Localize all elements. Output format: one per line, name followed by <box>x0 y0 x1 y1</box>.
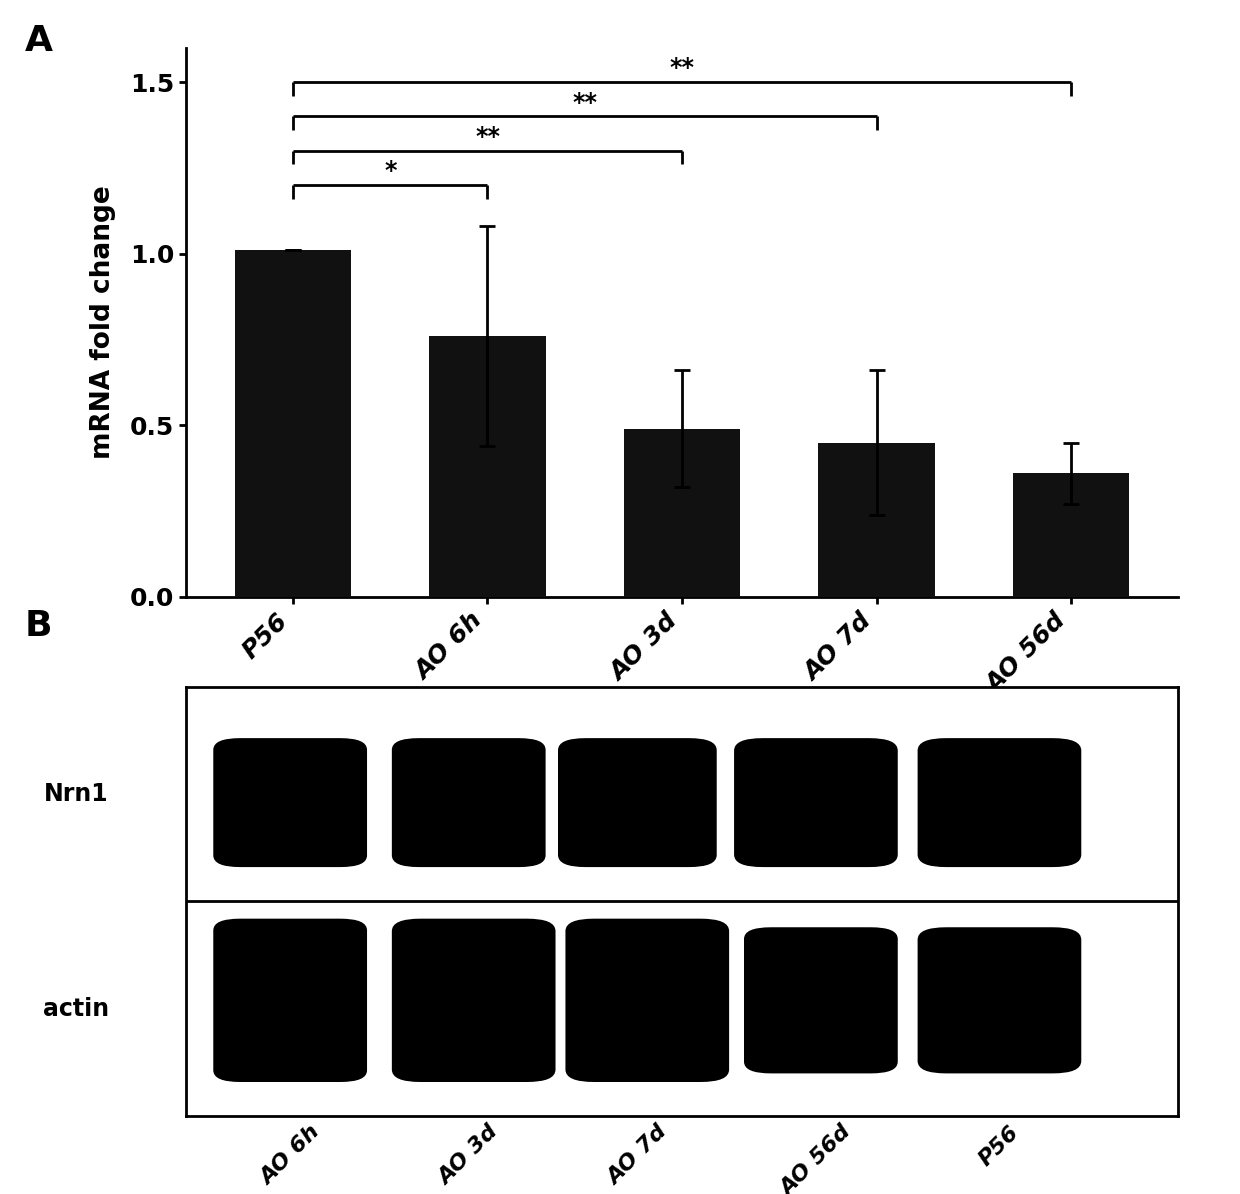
Bar <box>429 337 546 597</box>
Text: AO 6h: AO 6h <box>257 1122 324 1189</box>
Bar <box>234 251 351 597</box>
FancyBboxPatch shape <box>734 738 898 867</box>
Bar <box>818 443 935 597</box>
Text: **: ** <box>475 125 500 149</box>
Text: AO 7d: AO 7d <box>604 1122 671 1189</box>
Text: A: A <box>25 24 53 57</box>
Bar <box>1013 474 1130 597</box>
Text: B: B <box>25 609 52 642</box>
Bar <box>624 429 740 597</box>
FancyBboxPatch shape <box>213 918 367 1082</box>
FancyBboxPatch shape <box>213 738 367 867</box>
Y-axis label: mRNA fold change: mRNA fold change <box>91 185 115 460</box>
Text: actin: actin <box>43 997 109 1021</box>
FancyBboxPatch shape <box>565 918 729 1082</box>
Text: AO 56d: AO 56d <box>777 1122 854 1194</box>
Text: P56: P56 <box>976 1122 1023 1170</box>
FancyBboxPatch shape <box>558 738 717 867</box>
FancyBboxPatch shape <box>744 928 898 1073</box>
Text: **: ** <box>572 91 598 115</box>
Text: AO 3d: AO 3d <box>435 1122 502 1189</box>
FancyBboxPatch shape <box>392 918 556 1082</box>
FancyBboxPatch shape <box>918 738 1081 867</box>
FancyBboxPatch shape <box>392 738 546 867</box>
Text: Nrn1: Nrn1 <box>43 782 108 806</box>
Text: *: * <box>384 159 397 184</box>
Text: **: ** <box>670 56 694 80</box>
FancyBboxPatch shape <box>918 928 1081 1073</box>
